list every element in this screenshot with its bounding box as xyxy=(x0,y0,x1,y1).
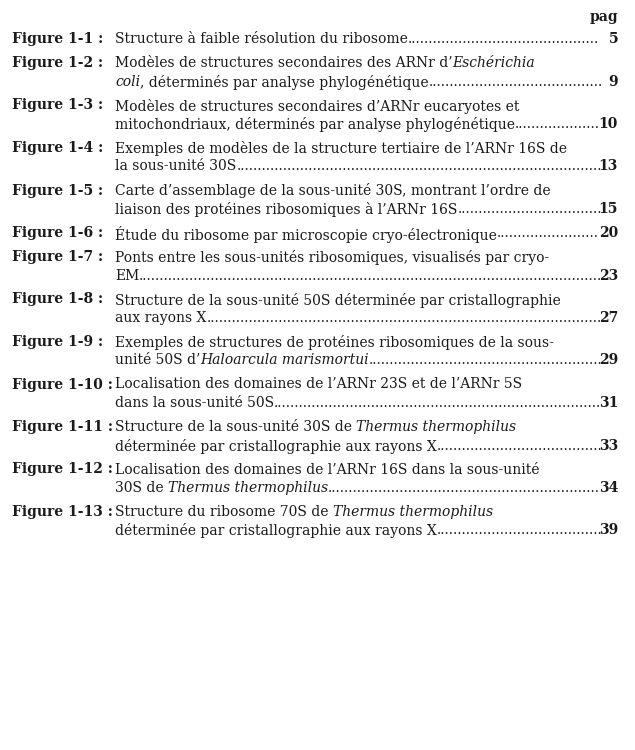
Text: Thermus thermophilus: Thermus thermophilus xyxy=(356,420,516,434)
Text: Figure 1-13 :: Figure 1-13 : xyxy=(12,505,113,519)
Text: .......................................................: ........................................… xyxy=(369,353,603,368)
Text: 29: 29 xyxy=(599,353,618,368)
Text: ..................................: .................................. xyxy=(457,202,602,216)
Text: Figure 1-1 :: Figure 1-1 : xyxy=(12,32,104,46)
Text: ........................: ........................ xyxy=(497,226,599,240)
Text: Figure 1-10 :: Figure 1-10 : xyxy=(12,377,113,392)
Text: ................................................................................: ........................................… xyxy=(206,311,601,325)
Text: ................................................................................: ........................................… xyxy=(236,160,602,173)
Text: ................................................................: ........................................… xyxy=(328,481,600,495)
Text: 15: 15 xyxy=(599,202,618,216)
Text: .......................................: ....................................... xyxy=(437,439,603,452)
Text: 10: 10 xyxy=(599,117,618,131)
Text: Figure 1-7 :: Figure 1-7 : xyxy=(12,250,103,264)
Text: Carte d’assemblage de la sous-unité 30S, montrant l’ordre de: Carte d’assemblage de la sous-unité 30S,… xyxy=(115,184,551,199)
Text: Figure 1-9 :: Figure 1-9 : xyxy=(12,335,103,349)
Text: mitochondriaux, déterminés par analyse phylogénétique: mitochondriaux, déterminés par analyse p… xyxy=(115,117,515,132)
Text: Exemples de modèles de la structure tertiaire de l’ARNr 16S de: Exemples de modèles de la structure tert… xyxy=(115,141,567,156)
Text: liaison des protéines ribosomiques à l’ARNr 16S: liaison des protéines ribosomiques à l’A… xyxy=(115,202,457,217)
Text: dans la sous-unité 50S: dans la sous-unité 50S xyxy=(115,396,274,410)
Text: Figure 1-8 :: Figure 1-8 : xyxy=(12,292,103,307)
Text: aux rayons X: aux rayons X xyxy=(115,311,206,325)
Text: 31: 31 xyxy=(599,396,618,410)
Text: .............................................................................: ........................................… xyxy=(274,396,601,410)
Text: Figure 1-5 :: Figure 1-5 : xyxy=(12,184,103,197)
Text: Ponts entre les sous-unités ribosomiques, visualisés par cryo-: Ponts entre les sous-unités ribosomiques… xyxy=(115,250,549,265)
Text: unité 50S d’: unité 50S d’ xyxy=(115,353,201,368)
Text: 20: 20 xyxy=(599,226,618,240)
Text: Structure de la sous-unité 30S de: Structure de la sous-unité 30S de xyxy=(115,420,356,434)
Text: EM: EM xyxy=(115,268,139,283)
Text: 34: 34 xyxy=(599,481,618,495)
Text: , déterminés par analyse phylogénétique: , déterminés par analyse phylogénétique xyxy=(140,74,429,89)
Text: 30S de: 30S de xyxy=(115,481,168,495)
Text: Structure à faible résolution du ribosome: Structure à faible résolution du ribosom… xyxy=(115,32,408,46)
Text: .........................................: ........................................… xyxy=(429,74,603,88)
Text: Figure 1-12 :: Figure 1-12 : xyxy=(12,463,113,476)
Text: ....................: .................... xyxy=(515,117,600,131)
Text: Structure du ribosome 70S de: Structure du ribosome 70S de xyxy=(115,505,333,519)
Text: Figure 1-2 :: Figure 1-2 : xyxy=(12,56,103,70)
Text: Thermus thermophilus: Thermus thermophilus xyxy=(333,505,493,519)
Text: ................................................................................: ........................................… xyxy=(139,268,603,283)
Text: 9: 9 xyxy=(608,74,618,88)
Text: 5: 5 xyxy=(608,32,618,46)
Text: Localisation des domaines de l’ARNr 23S et de l’ARNr 5S: Localisation des domaines de l’ARNr 23S … xyxy=(115,377,522,392)
Text: coli: coli xyxy=(115,74,140,88)
Text: Exemples de structures de protéines ribosomiques de la sous-: Exemples de structures de protéines ribo… xyxy=(115,335,554,350)
Text: Figure 1-6 :: Figure 1-6 : xyxy=(12,226,103,240)
Text: Haloarcula marismortui: Haloarcula marismortui xyxy=(201,353,369,368)
Text: déterminée par cristallographie aux rayons X: déterminée par cristallographie aux rayo… xyxy=(115,524,437,538)
Text: Structure de la sous-unité 50S déterminée par cristallographie: Structure de la sous-unité 50S déterminé… xyxy=(115,292,561,308)
Text: la sous-unité 30S: la sous-unité 30S xyxy=(115,160,236,173)
Text: .......................................: ....................................... xyxy=(437,524,603,538)
Text: 23: 23 xyxy=(599,268,618,283)
Text: déterminée par cristallographie aux rayons X: déterminée par cristallographie aux rayo… xyxy=(115,439,437,454)
Text: Modèles de structures secondaires d’ARNr eucaryotes et: Modèles de structures secondaires d’ARNr… xyxy=(115,98,519,113)
Text: Eschérichia: Eschérichia xyxy=(453,56,535,70)
Text: Thermus thermophilus: Thermus thermophilus xyxy=(168,481,328,495)
Text: .............................................: ........................................… xyxy=(408,32,599,46)
Text: 33: 33 xyxy=(599,439,618,452)
Text: Figure 1-4 :: Figure 1-4 : xyxy=(12,141,104,155)
Text: 13: 13 xyxy=(599,160,618,173)
Text: 39: 39 xyxy=(599,524,618,538)
Text: Figure 1-11 :: Figure 1-11 : xyxy=(12,420,113,434)
Text: pag: pag xyxy=(589,10,618,24)
Text: 27: 27 xyxy=(599,311,618,325)
Text: Localisation des domaines de l’ARNr 16S dans la sous-unité: Localisation des domaines de l’ARNr 16S … xyxy=(115,463,540,476)
Text: Étude du ribosome par microscopie cryo-électronique: Étude du ribosome par microscopie cryo-é… xyxy=(115,226,497,243)
Text: Figure 1-3 :: Figure 1-3 : xyxy=(12,98,103,112)
Text: Modèles de structures secondaires des ARNr d’: Modèles de structures secondaires des AR… xyxy=(115,56,453,70)
